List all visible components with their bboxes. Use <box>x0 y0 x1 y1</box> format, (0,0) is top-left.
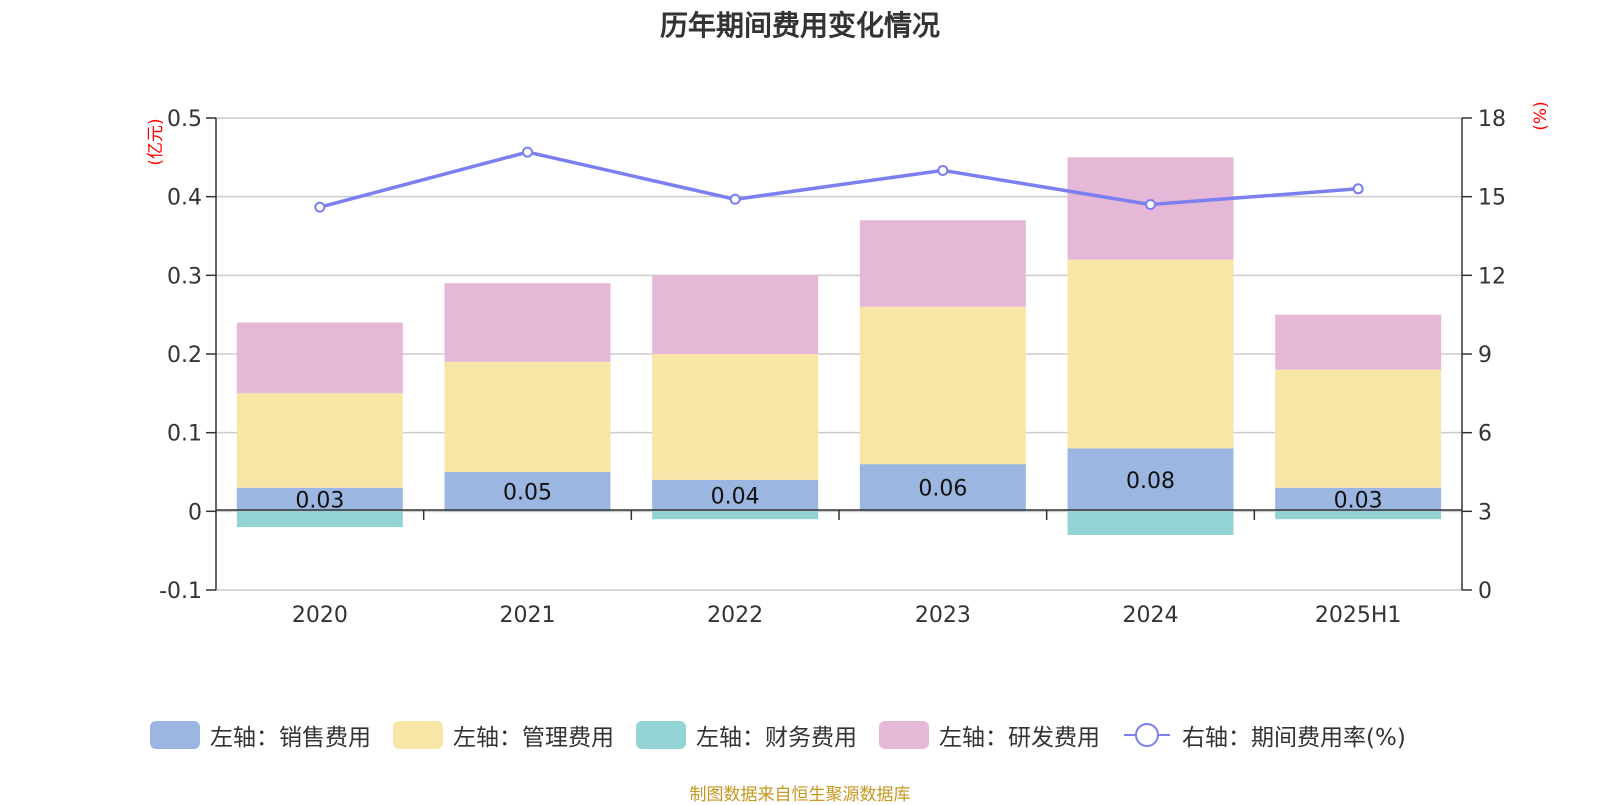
legend-item-rd[interactable]: 左轴：研发费用 <box>879 718 1100 752</box>
right-axis-tick-label: 3 <box>1478 500 1492 525</box>
source-note: 制图数据来自恒生聚源数据库 <box>689 785 911 805</box>
x-axis-tick-label: 2025H1 <box>1315 603 1402 628</box>
bar-rd <box>236 322 403 394</box>
legend: 左轴：销售费用 左轴：管理费用 左轴：财务费用 左轴：研发费用 右轴：期间费用率… <box>150 718 1428 752</box>
legend-label-rate: 右轴：期间费用率(%) <box>1182 725 1406 751</box>
data-label-sales: 0.08 <box>1126 469 1175 494</box>
rate-point <box>937 164 949 176</box>
right-axis-unit: (%) <box>1531 101 1551 130</box>
bar-rd <box>444 283 611 362</box>
legend-swatch-sales <box>150 721 200 749</box>
rate-point <box>1145 199 1156 211</box>
bar-finance <box>1067 511 1234 535</box>
left-axis-tick-label: 0.3 <box>167 264 202 289</box>
right-axis-tick-label: 15 <box>1478 186 1506 211</box>
bar-admin <box>444 361 611 472</box>
legend-item-rate[interactable]: 右轴：期间费用率(%) <box>1122 718 1406 752</box>
bar-admin <box>1067 259 1234 449</box>
bar-admin <box>1275 369 1442 488</box>
bar-sales <box>859 464 1026 512</box>
right-axis-tick-label: 9 <box>1478 343 1492 368</box>
legend-item-finance[interactable]: 左轴：财务费用 <box>636 718 857 752</box>
bar-admin <box>859 306 1026 465</box>
bar-admin <box>236 393 403 488</box>
bar-finance <box>236 511 403 528</box>
x-axis-tick-label: 2020 <box>292 603 348 628</box>
x-axis-tick-label: 2021 <box>500 603 556 628</box>
legend-item-admin[interactable]: 左轴：管理费用 <box>393 718 614 752</box>
rate-line <box>319 150 1359 209</box>
legend-swatch-rd <box>879 721 929 749</box>
bar-sales <box>1275 487 1442 512</box>
x-axis-tick-label: 2023 <box>915 603 971 628</box>
x-axis-tick-label: 2022 <box>707 603 763 628</box>
legend-label-rd: 左轴：研发费用 <box>939 725 1100 751</box>
data-label-sales: 0.03 <box>1334 489 1383 514</box>
rate-point <box>314 201 326 213</box>
left-axis-tick-label: 0.4 <box>167 186 202 211</box>
bar-finance <box>1275 511 1442 520</box>
data-label-sales: 0.04 <box>711 485 760 510</box>
bar-finance <box>652 511 819 520</box>
legend-swatch-finance <box>636 721 686 749</box>
bar-rd <box>652 275 819 354</box>
left-axis-tick-label: 0.1 <box>167 422 202 447</box>
data-label-sales: 0.06 <box>918 477 967 502</box>
right-axis-tick-label: 6 <box>1478 422 1492 447</box>
bar-sales <box>444 472 611 512</box>
legend-label-sales: 左轴：销售费用 <box>210 725 371 751</box>
legend-label-admin: 左轴：管理费用 <box>453 725 614 751</box>
legend-swatch-rate <box>1124 723 1170 747</box>
legend-item-sales[interactable]: 左轴：销售费用 <box>150 718 371 752</box>
bar-sales <box>236 487 403 512</box>
data-label-sales: 0.03 <box>295 489 344 514</box>
rate-point <box>522 146 533 158</box>
left-axis-tick-label: 0.5 <box>167 107 202 132</box>
axes: -0.1 0 0.1 0.2 0.3 0.4 0.5 0 3 6 9 12 15 18 2020 2021 20… <box>159 107 1506 628</box>
left-axis-tick-label: -0.1 <box>159 579 202 604</box>
legend-label-finance: 左轴：财务费用 <box>696 725 857 751</box>
right-axis-tick-label: 12 <box>1478 264 1506 289</box>
bar-rd <box>859 220 1026 307</box>
right-axis-tick-label: 18 <box>1478 107 1506 132</box>
data-labels: 0.03 0.05 0.04 0.06 0.08 0.03 <box>295 469 1382 514</box>
bar-rd <box>1275 314 1442 370</box>
bar-admin <box>652 354 819 480</box>
rate-line-layer <box>314 146 1364 213</box>
rate-point <box>729 193 741 205</box>
chart-title: 历年期间费用变化情况 <box>659 9 940 42</box>
left-axis-unit: (亿元) <box>146 118 166 165</box>
bar-sales <box>1067 448 1234 512</box>
x-axis-tick-label: 2024 <box>1123 603 1179 628</box>
bar-sales <box>652 479 819 512</box>
legend-swatch-admin <box>393 721 443 749</box>
left-axis-tick-label: 0 <box>188 500 202 525</box>
data-label-sales: 0.05 <box>503 481 552 506</box>
right-axis-tick-label: 0 <box>1478 579 1492 604</box>
left-axis-tick-label: 0.2 <box>167 343 202 368</box>
bar-layer <box>236 157 1442 535</box>
rate-point <box>1352 183 1364 195</box>
